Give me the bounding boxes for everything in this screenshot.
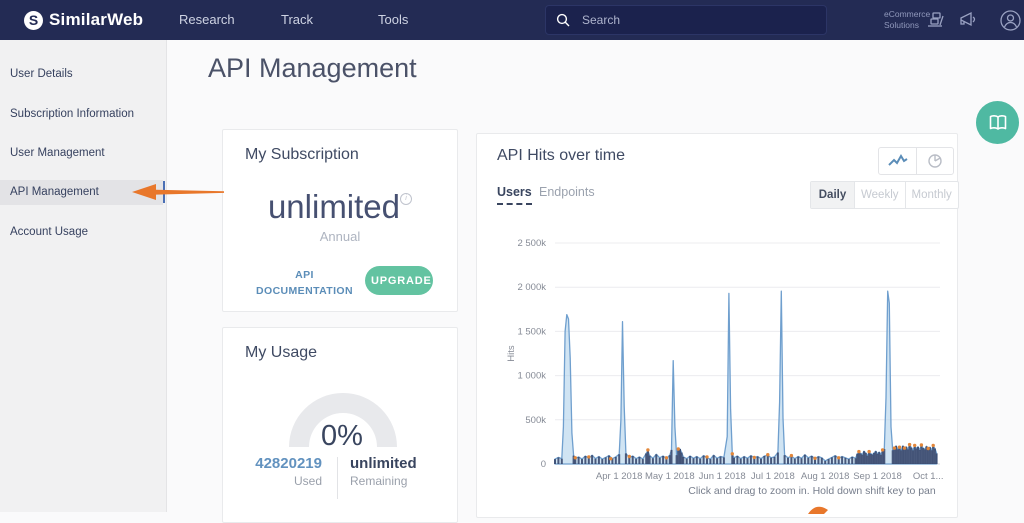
period-daily-button[interactable]: Daily <box>811 182 854 208</box>
chart-type-toggle <box>878 147 954 175</box>
tab-endpoints[interactable]: Endpoints <box>539 185 595 199</box>
annotation-arrow-icon <box>132 183 230 201</box>
svg-text:500k: 500k <box>525 415 546 426</box>
svg-text:2 000k: 2 000k <box>517 282 546 293</box>
usage-divider <box>337 457 338 499</box>
usage-card-title: My Usage <box>245 344 317 362</box>
nav-item-tools[interactable]: Tools <box>378 0 408 40</box>
subscription-card-title: My Subscription <box>245 146 359 164</box>
svg-text:Aug 1 2018: Aug 1 2018 <box>801 471 850 482</box>
line-chart-icon <box>887 153 909 169</box>
ecommerce-solutions-icon[interactable] <box>924 8 948 32</box>
ecommerce-solutions-link[interactable]: eCommerce Solutions <box>884 9 928 30</box>
line-chart-view-button[interactable] <box>879 148 916 174</box>
svg-text:2 500k: 2 500k <box>517 238 546 249</box>
search-box[interactable] <box>545 5 827 35</box>
usage-percent: 0% <box>321 420 361 453</box>
book-icon <box>988 114 1008 132</box>
brand-name: SimilarWeb <box>49 10 143 30</box>
svg-text:Jun 1 2018: Jun 1 2018 <box>699 471 746 482</box>
remaining-value: unlimited <box>350 455 417 472</box>
used-label: Used <box>230 474 322 488</box>
plan-name-text: unlimited <box>268 188 400 225</box>
period-monthly-button[interactable]: Monthly <box>905 182 958 208</box>
chart-card-title: API Hits over time <box>497 147 625 165</box>
resources-fab-button[interactable] <box>976 101 1019 144</box>
hits-chart[interactable]: 0 500k 1 000k 1 500k 2 000k 2 500k Hits Apr 1 2… <box>476 227 958 485</box>
svg-text:Sep 1 2018: Sep 1 2018 <box>853 471 902 482</box>
pie-chart-view-button[interactable] <box>916 148 953 174</box>
search-icon <box>556 13 570 27</box>
svg-text:Oct 1...: Oct 1... <box>913 471 944 482</box>
settings-sidebar: User Details Subscription Information Us… <box>0 40 167 512</box>
plan-name: unlimitedi <box>222 188 458 226</box>
svg-text:1 000k: 1 000k <box>517 371 546 382</box>
doc-link-line1: API <box>252 268 357 284</box>
svg-text:1 500k: 1 500k <box>517 326 546 337</box>
announcements-megaphone-icon[interactable] <box>956 8 980 32</box>
period-weekly-button[interactable]: Weekly <box>854 182 905 208</box>
ecommerce-label-line1: eCommerce <box>884 9 928 20</box>
page-title: API Management <box>208 53 417 84</box>
svg-text:May 1 2018: May 1 2018 <box>645 471 695 482</box>
similarweb-logo-icon: S <box>24 11 43 30</box>
sidebar-item-user-management[interactable]: User Management <box>0 141 163 166</box>
svg-text:Hits: Hits <box>506 345 517 362</box>
chart-hint-text: Click and drag to zoom in. Hold down shi… <box>612 485 1012 497</box>
info-icon[interactable]: i <box>400 193 412 205</box>
remaining-label: Remaining <box>350 474 407 488</box>
ecommerce-label-line2: Solutions <box>884 20 928 31</box>
annotation-arrow-bottom-icon <box>806 502 832 516</box>
svg-text:Jul 1 2018: Jul 1 2018 <box>751 471 795 482</box>
plan-term: Annual <box>222 229 458 244</box>
period-toggle-group: Daily Weekly Monthly <box>810 181 959 209</box>
brand-logo[interactable]: S SimilarWeb <box>24 0 143 40</box>
nav-item-track[interactable]: Track <box>281 0 313 40</box>
tab-users[interactable]: Users <box>497 185 532 205</box>
used-value: 42820219 <box>230 455 322 472</box>
svg-text:Apr 1 2018: Apr 1 2018 <box>596 471 642 482</box>
pie-chart-icon <box>927 153 943 169</box>
doc-link-line2: DOCUMENTATION <box>252 284 357 300</box>
account-avatar-icon[interactable] <box>998 8 1022 32</box>
search-input[interactable] <box>580 12 804 28</box>
sidebar-item-account-usage[interactable]: Account Usage <box>0 220 163 245</box>
upgrade-button[interactable]: UPGRADE <box>365 266 433 295</box>
sidebar-item-subscription-information[interactable]: Subscription Information <box>0 102 163 127</box>
sidebar-item-user-details[interactable]: User Details <box>0 62 163 87</box>
svg-text:0: 0 <box>541 459 546 470</box>
top-navbar: S SimilarWeb Research Track Tools eComme… <box>0 0 1024 40</box>
nav-item-research[interactable]: Research <box>179 0 235 40</box>
api-documentation-link[interactable]: API DOCUMENTATION <box>252 268 357 300</box>
